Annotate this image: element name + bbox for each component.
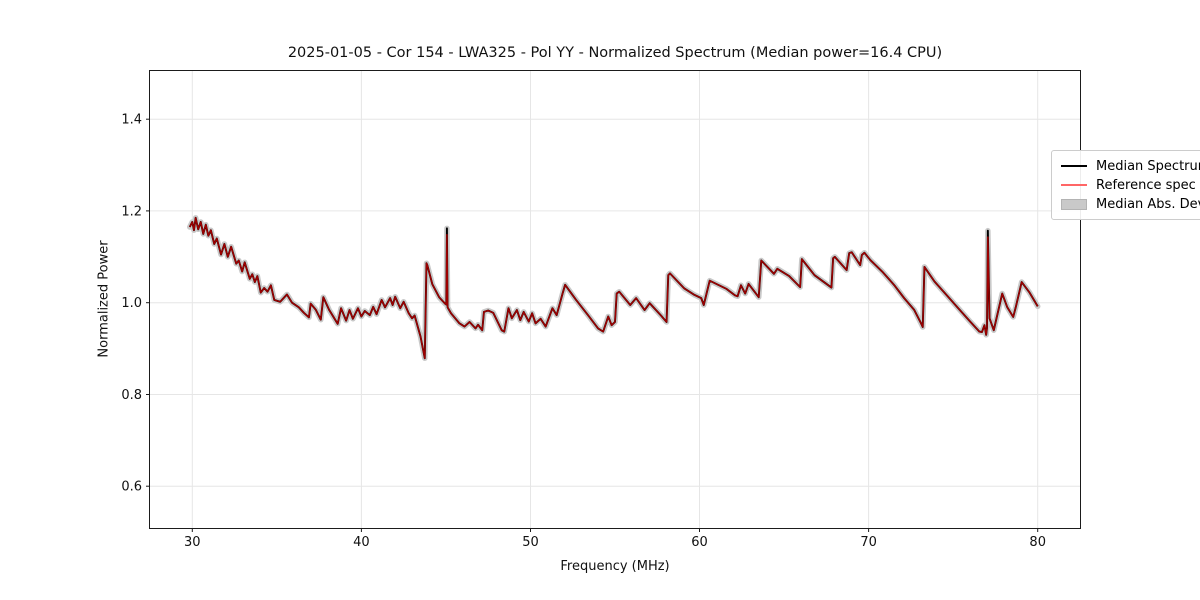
legend-item: Median Abs. Dev. [1061,195,1200,213]
chart-title: 2025-01-05 - Cor 154 - LWA325 - Pol YY -… [287,45,943,61]
y-axis-label: Normalized Power [96,240,112,358]
legend-item: Median Spectrum [1061,157,1200,175]
legend-line-sample [1061,165,1087,167]
y-tick-label: 1.0 [121,296,142,311]
legend: Median Spectrum Reference spec Median Abs.… [1051,150,1200,220]
legend-patch-sample [1061,198,1087,210]
y-tick-label: 0.8 [121,388,142,403]
x-tick-label: 70 [860,535,877,550]
y-tick-label: 0.6 [121,480,142,495]
y-tick-label: 1.2 [121,204,142,219]
x-tick-label: 50 [522,535,539,550]
spectrum-canvas: 30 40 50 60 70 80 0.6 0.8 1.0 1.2 1.4 [121,71,1080,550]
x-tick-label: 40 [353,535,370,550]
x-axis-label: Frequency (MHz) [560,559,670,574]
legend-label: Median Spectrum [1096,158,1200,174]
x-tick-label: 60 [691,535,708,550]
legend-item: Reference spec [1061,176,1200,194]
legend-label: Median Abs. Dev. [1096,196,1200,212]
plot-area: 30 40 50 60 70 80 0.6 0.8 1.0 1.2 1.4 Median Spect… [121,70,1200,550]
x-tick-label: 30 [184,535,201,550]
legend-line-sample [1061,184,1087,186]
legend-label: Reference spec [1096,177,1196,193]
x-tick-label: 80 [1029,535,1046,550]
y-tick-label: 1.4 [121,113,142,128]
